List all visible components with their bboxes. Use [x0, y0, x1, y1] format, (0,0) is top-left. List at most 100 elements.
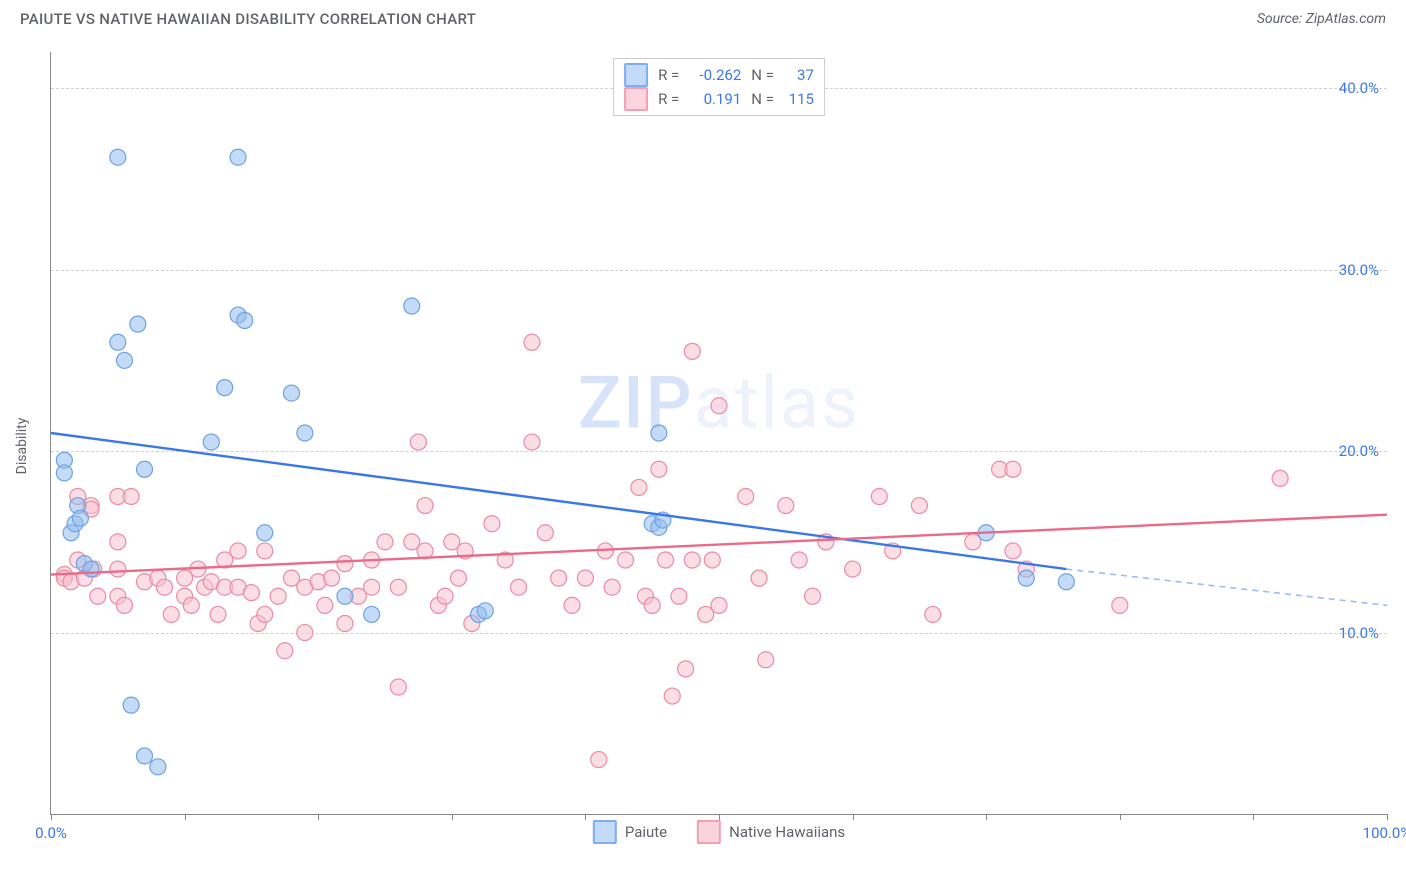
legend-paiute-label: Paiute — [625, 823, 667, 841]
scatter-point — [243, 585, 259, 601]
scatter-point — [410, 434, 426, 450]
scatter-point — [90, 588, 106, 604]
scatter-point — [150, 759, 166, 775]
scatter-point — [116, 352, 132, 368]
x-axis-label-left: 0.0% — [35, 824, 67, 842]
scatter-point — [237, 313, 253, 329]
scatter-point — [390, 579, 406, 595]
scatter-point — [157, 579, 173, 595]
scatter-point — [116, 597, 132, 613]
legend-paiute-N: 37 — [784, 64, 814, 86]
legend-hawaiian-N: 115 — [784, 88, 814, 110]
scatter-point — [1005, 543, 1021, 559]
chart-header: PAIUTE VS NATIVE HAWAIIAN DISABILITY COR… — [0, 0, 1406, 34]
plot-area: ZIPatlas 10.0%20.0%30.0%40.0% R = -0.262… — [50, 52, 1387, 815]
scatter-point — [678, 661, 694, 677]
scatter-point — [871, 489, 887, 505]
swatch-hawaiian-icon-2 — [697, 820, 721, 844]
scatter-point — [137, 461, 153, 477]
scatter-point — [257, 606, 273, 622]
scatter-point — [684, 343, 700, 359]
scatter-point — [671, 588, 687, 604]
x-tick — [318, 814, 319, 820]
scatter-point — [337, 616, 353, 632]
scatter-point — [297, 625, 313, 641]
scatter-point — [270, 588, 286, 604]
legend-item-paiute: Paiute — [593, 820, 667, 844]
scatter-point — [417, 498, 433, 514]
scatter-point — [123, 489, 139, 505]
scatter-point — [317, 597, 333, 613]
x-tick — [1253, 814, 1254, 820]
scatter-point — [137, 748, 153, 764]
scatter-point — [123, 697, 139, 713]
scatter-point — [130, 316, 146, 332]
scatter-point — [524, 334, 540, 350]
scatter-point — [110, 534, 126, 550]
scatter-point — [644, 597, 660, 613]
scatter-point — [1005, 461, 1021, 477]
scatter-point — [738, 489, 754, 505]
legend-stats-row-hawaiian: R = 0.191 N = 115 — [624, 87, 814, 111]
swatch-paiute-icon — [624, 63, 648, 87]
scatter-point — [477, 603, 493, 619]
scatter-point — [484, 516, 500, 532]
scatter-point — [511, 579, 527, 595]
scatter-point — [364, 579, 380, 595]
scatter-point — [277, 643, 293, 659]
x-tick — [853, 814, 854, 820]
scatter-point — [83, 561, 99, 577]
scatter-point — [390, 679, 406, 695]
scatter-point — [684, 552, 700, 568]
scatter-point — [364, 606, 380, 622]
scatter-point — [110, 334, 126, 350]
swatch-hawaiian-icon — [624, 87, 648, 111]
scatter-point — [658, 552, 674, 568]
scatter-point — [664, 688, 680, 704]
scatter-point — [337, 588, 353, 604]
x-tick — [185, 814, 186, 820]
scatter-point — [56, 465, 72, 481]
scatter-point — [751, 570, 767, 586]
x-tick — [452, 814, 453, 820]
legend-item-hawaiian: Native Hawaiians — [697, 820, 845, 844]
scatter-point — [845, 561, 861, 577]
legend-R-label: R = — [658, 64, 679, 86]
scatter-point — [524, 434, 540, 450]
scatter-point — [437, 588, 453, 604]
scatter-point — [911, 498, 927, 514]
legend-N-label-2: N = — [751, 88, 774, 110]
y-axis-label: Disability — [14, 418, 30, 475]
legend-paiute-R: -0.262 — [689, 64, 741, 86]
legend-N-label: N = — [751, 64, 774, 86]
scatter-point — [203, 434, 219, 450]
x-tick — [1387, 814, 1388, 820]
scatter-point — [283, 385, 299, 401]
scatter-point — [604, 579, 620, 595]
scatter-point — [617, 552, 633, 568]
chart-svg — [51, 52, 1387, 814]
scatter-point — [711, 398, 727, 414]
x-tick — [1120, 814, 1121, 820]
scatter-point — [651, 425, 667, 441]
scatter-point — [257, 525, 273, 541]
scatter-point — [791, 552, 807, 568]
scatter-point — [651, 461, 667, 477]
scatter-point — [404, 298, 420, 314]
scatter-point — [450, 570, 466, 586]
legend-hawaiian-label: Native Hawaiians — [729, 823, 845, 841]
scatter-point — [537, 525, 553, 541]
scatter-point — [110, 149, 126, 165]
scatter-point — [297, 425, 313, 441]
scatter-point — [72, 510, 88, 526]
scatter-point — [778, 498, 794, 514]
swatch-paiute-icon-2 — [593, 820, 617, 844]
scatter-point — [1272, 470, 1288, 486]
scatter-point — [1018, 570, 1034, 586]
chart-source: Source: ZipAtlas.com — [1257, 11, 1386, 27]
scatter-point — [1058, 574, 1074, 590]
scatter-point — [257, 543, 273, 559]
scatter-point — [704, 552, 720, 568]
scatter-point — [758, 652, 774, 668]
scatter-point — [163, 606, 179, 622]
